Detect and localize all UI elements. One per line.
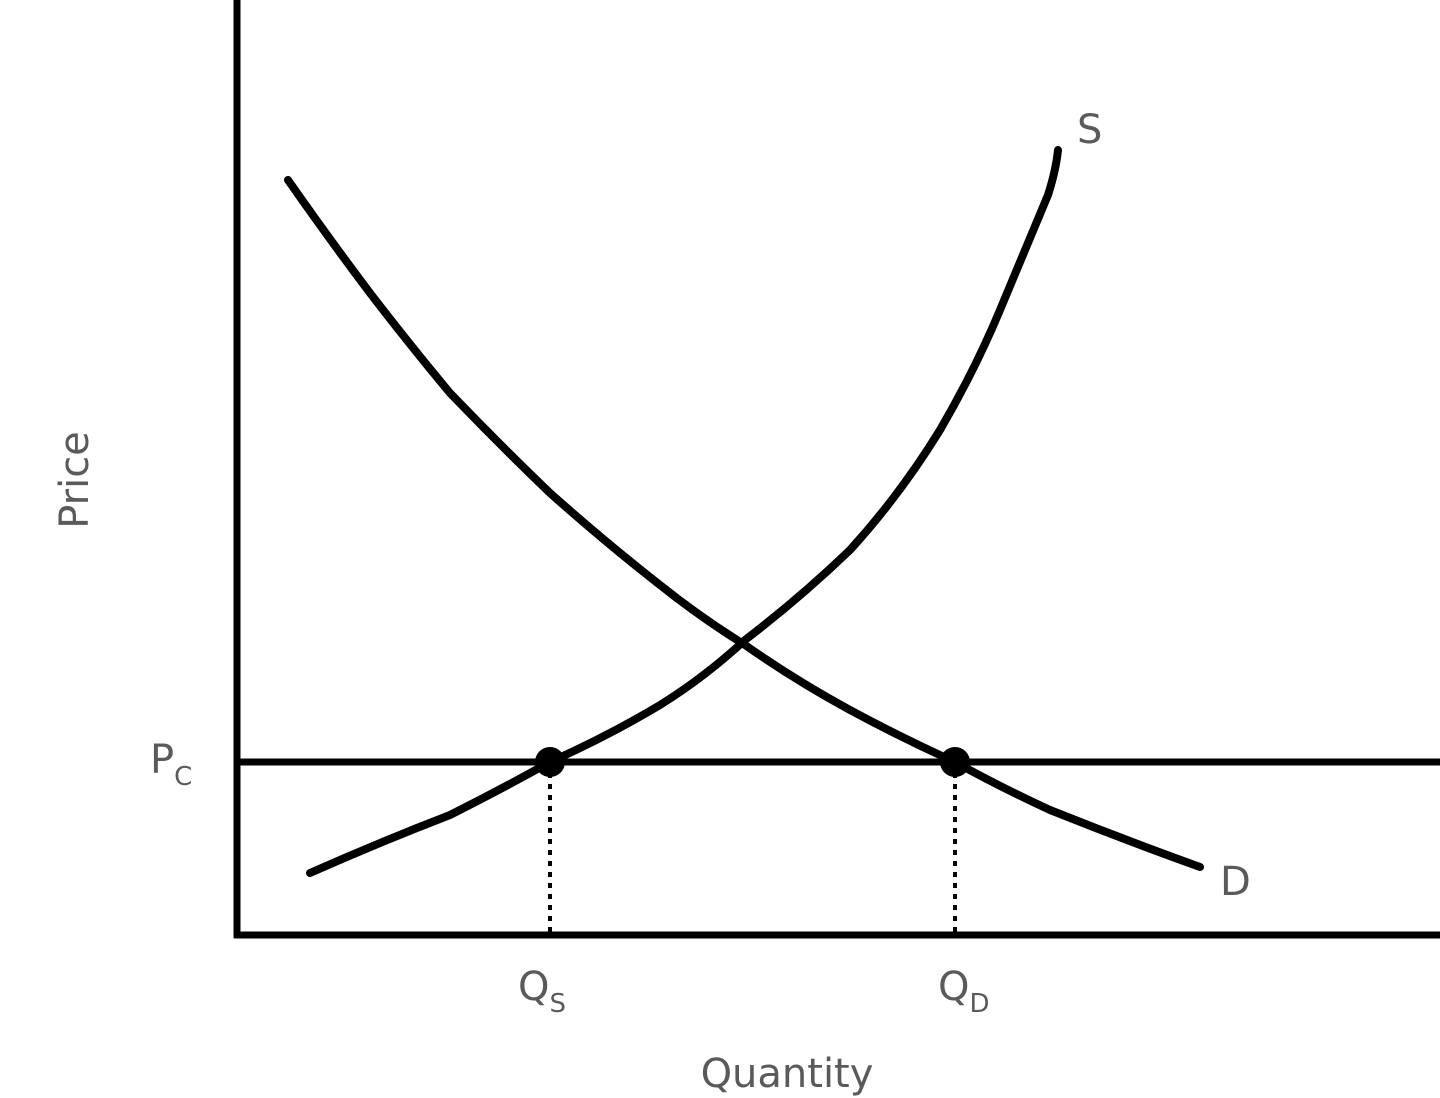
qs-point (535, 747, 565, 777)
supply-curve (306, 146, 1062, 877)
x-axis-title: Quantity (701, 1051, 874, 1097)
axes (233, 0, 1440, 939)
qd-label: QD (938, 964, 990, 1019)
label-main: P (150, 737, 174, 783)
label-main: Q (938, 964, 969, 1010)
price-ceiling-label: PC (150, 737, 192, 792)
label-sub: D (969, 989, 989, 1019)
demand-curve (284, 176, 1204, 871)
supply-label: S (1077, 107, 1102, 153)
y-axis-title: Price (52, 431, 98, 529)
label-main: Q (518, 964, 549, 1010)
label-sub: S (549, 989, 566, 1019)
drop-lines (548, 762, 957, 932)
label-sub: C (174, 762, 192, 792)
demand-label: D (1220, 859, 1251, 905)
qs-label: QS (518, 964, 566, 1019)
qd-point (940, 747, 970, 777)
